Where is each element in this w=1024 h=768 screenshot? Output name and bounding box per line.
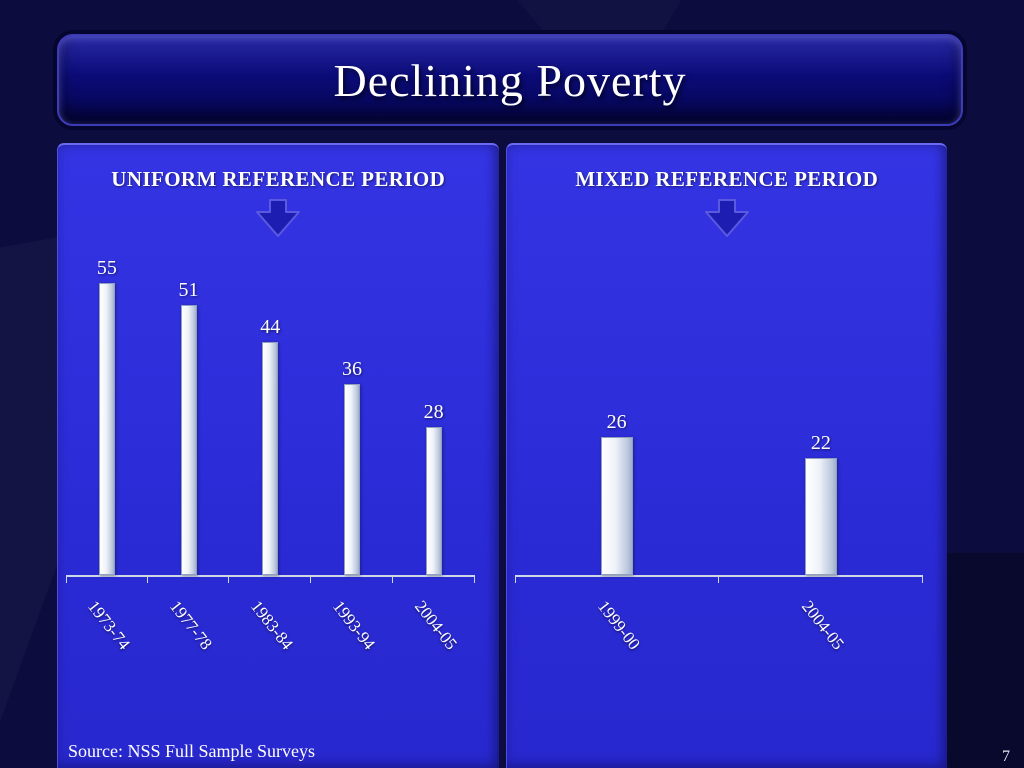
- category-label-column: 1993-94: [311, 585, 393, 745]
- bar: [180, 305, 197, 575]
- category-label-column: 1977-78: [148, 585, 230, 745]
- bar-column: 26: [515, 247, 720, 583]
- panels-container: UNIFORM REFERENCE PERIOD 55 51 44 36 28 1973…: [57, 143, 947, 768]
- bar: [600, 437, 633, 575]
- category-label-column: 2004-05: [393, 585, 475, 745]
- bar-value-label: 22: [810, 432, 831, 454]
- slide-title: Declining Poverty: [333, 54, 687, 106]
- bar-column: 22: [719, 247, 924, 583]
- source-text: Source: NSS Full Sample Surveys: [68, 741, 316, 761]
- panel-title-mixed: MIXED REFERENCE PERIOD: [575, 167, 879, 191]
- bar-chart-uniform: 55 51 44 36 28: [66, 247, 475, 583]
- bar-value-label: 26: [606, 411, 627, 433]
- bar-column: 44: [229, 247, 311, 583]
- bar-value-label: 55: [96, 257, 117, 279]
- panel-mixed-reference: MIXED REFERENCE PERIOD 26 22 1999-00 2004-…: [505, 143, 948, 768]
- category-label-column: 1999-00: [515, 585, 719, 745]
- category-label: 1993-94: [328, 597, 379, 654]
- category-label-column: 2004-05: [719, 585, 923, 745]
- bar-value-label: 28: [423, 401, 444, 423]
- bar: [262, 342, 279, 575]
- down-arrow-icon: [58, 198, 499, 242]
- category-label: 1973-74: [83, 597, 134, 654]
- bar: [343, 384, 360, 575]
- category-label: 1977-78: [165, 597, 216, 654]
- down-arrow-icon: [507, 198, 948, 242]
- category-label: 2004-05: [410, 597, 461, 654]
- bar-value-label: 51: [178, 279, 199, 301]
- bar: [804, 458, 837, 575]
- category-label: 2004-05: [797, 597, 848, 654]
- slide-title-bar: Declining Poverty: [57, 34, 963, 126]
- bar-chart-mixed-labels: 1999-00 2004-05: [515, 585, 924, 745]
- bar-chart-uniform-labels: 1973-74 1977-78 1983-84 1993-94 2004-05: [66, 585, 475, 745]
- bar-column: 28: [393, 247, 475, 583]
- bar-column: 51: [148, 247, 230, 583]
- bar-column: 55: [66, 247, 148, 583]
- category-label-column: 1973-74: [66, 585, 148, 745]
- bar-value-label: 44: [260, 316, 281, 338]
- bar-value-label: 36: [341, 358, 362, 380]
- bar-column: 36: [311, 247, 393, 583]
- bar: [425, 427, 442, 575]
- category-label: 1999-00: [593, 597, 644, 654]
- category-label-column: 1983-84: [229, 585, 311, 745]
- category-label: 1983-84: [247, 597, 298, 654]
- bar: [98, 283, 115, 575]
- page-number: 7: [1002, 748, 1010, 765]
- panel-uniform-reference: UNIFORM REFERENCE PERIOD 55 51 44 36 28 1973…: [57, 143, 499, 768]
- panel-title-uniform: UNIFORM REFERENCE PERIOD: [111, 167, 446, 191]
- bar-chart-mixed: 26 22: [514, 247, 924, 583]
